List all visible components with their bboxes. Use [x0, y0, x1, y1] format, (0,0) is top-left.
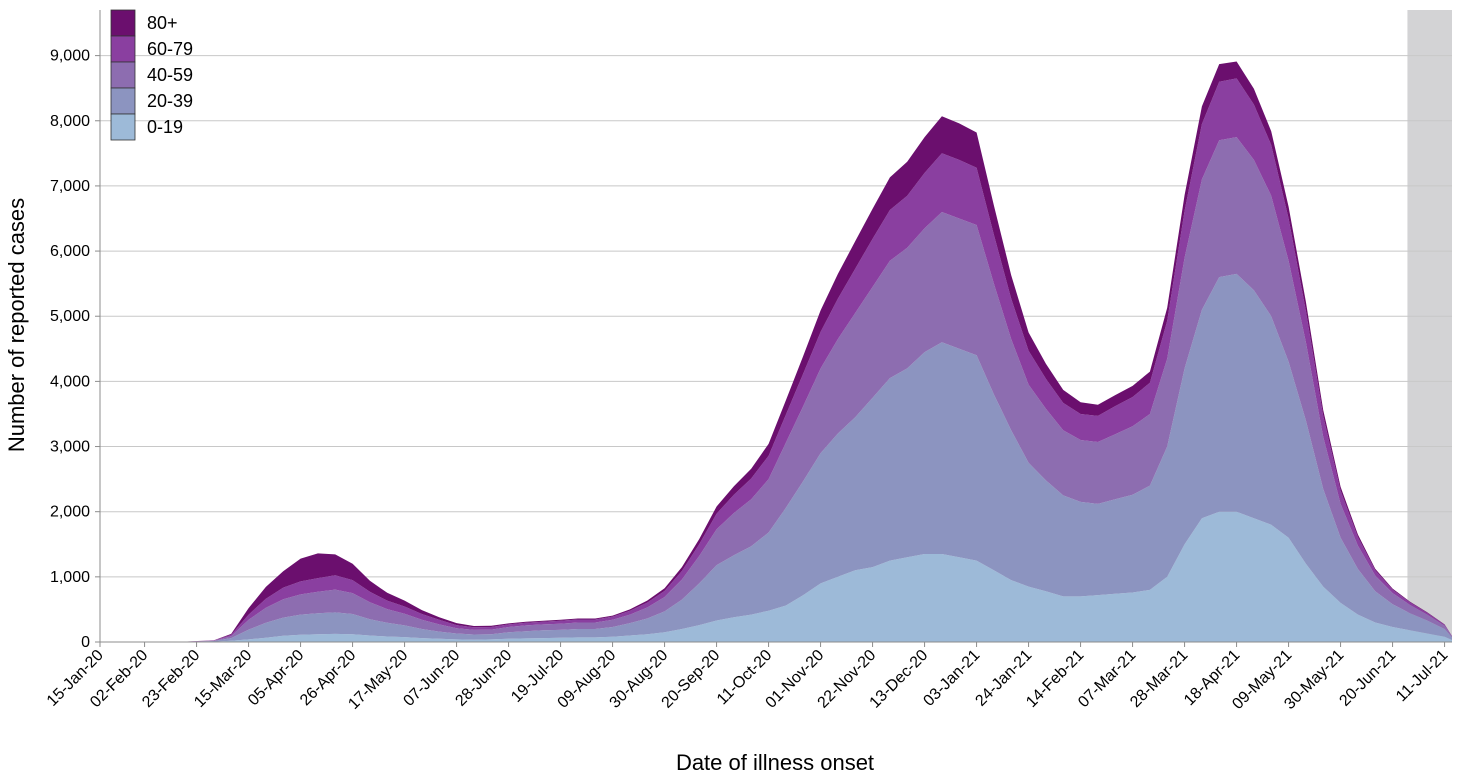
x-tick-labels: 15-Jan-2002-Feb-2023-Feb-2015-Mar-2005-A…: [44, 647, 1452, 713]
y-tick-label: 1,000: [50, 569, 90, 586]
legend-swatch: [110, 113, 136, 141]
y-tick-label: 3,000: [50, 439, 90, 456]
x-tick-label: 05-Apr-20: [245, 647, 307, 709]
y-tick-labels: 0 1,000 2,000 3,000 4,000 5,000 6,000 7,000 8,00…: [50, 48, 90, 651]
shaded-region-layer: [1407, 10, 1452, 642]
legend-label: 40-59: [147, 65, 193, 85]
x-tick-label: 20-Jun-21: [1336, 647, 1399, 710]
x-axis-title: Date of illness onset: [676, 750, 874, 775]
legend-label: 60-79: [147, 39, 193, 59]
legend-swatch: [110, 9, 136, 37]
legend-swatch: [110, 61, 136, 89]
legend-label: 0-19: [147, 117, 183, 137]
y-tick-label: 2,000: [50, 504, 90, 521]
y-tick-label: 4,000: [50, 373, 90, 390]
area-series-20-39: [100, 273, 1452, 642]
legend-label: 20-39: [147, 91, 193, 111]
legend: 80+ 60-79 40-59 20-39 0-19: [110, 9, 193, 141]
y-tick-label: 5,000: [50, 308, 90, 325]
legend-label: 80+: [147, 13, 178, 33]
incomplete-data-shade: [1407, 10, 1452, 642]
area-series-0-19: [100, 511, 1452, 642]
axes: [99, 10, 1452, 647]
x-tick-label: 11-Jul-21: [1393, 647, 1451, 705]
y-tick-label: 6,000: [50, 243, 90, 260]
y-tick-label: 0: [81, 634, 90, 651]
y-tick-label: 7,000: [50, 178, 90, 195]
legend-swatch: [110, 87, 136, 115]
legend-swatch: [110, 35, 136, 63]
stacked-areas: [100, 61, 1452, 642]
y-tick-label: 8,000: [50, 113, 90, 130]
x-tick-label: 28-Jun-20: [452, 647, 515, 710]
y-axis-title: Number of reported cases: [4, 198, 29, 452]
y-tick-label: 9,000: [50, 48, 90, 65]
